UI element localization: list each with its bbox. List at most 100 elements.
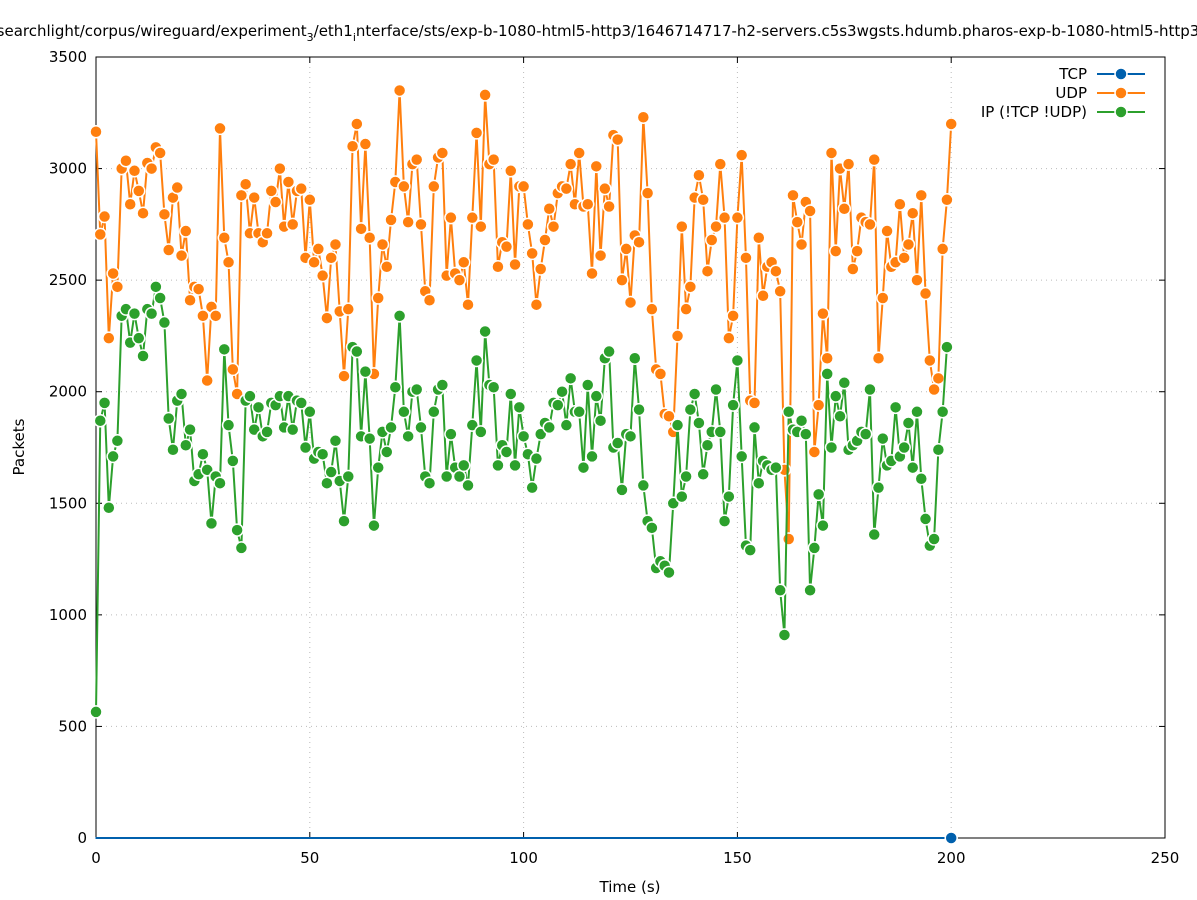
data-point — [726, 398, 740, 412]
data-point — [610, 436, 625, 450]
data-point — [910, 405, 924, 419]
data-point — [345, 139, 360, 154]
data-point — [905, 460, 920, 475]
data-point — [794, 413, 809, 428]
data-point — [380, 260, 394, 274]
chart-title: searchlight/corpus/wireguard/experiment3… — [0, 22, 1197, 44]
data-point — [371, 460, 385, 475]
data-point — [773, 284, 787, 299]
data-point — [615, 273, 629, 287]
data-point — [593, 413, 608, 428]
y-tick-label: 500 — [58, 717, 87, 735]
data-point — [166, 442, 180, 457]
data-point — [285, 422, 300, 437]
data-point — [632, 235, 646, 249]
data-point — [268, 195, 283, 209]
data-point — [628, 351, 642, 365]
data-point — [773, 583, 787, 598]
data-point — [341, 302, 356, 316]
data-point — [935, 242, 950, 256]
data-point — [786, 188, 800, 203]
data-point — [636, 110, 651, 124]
data-point — [559, 418, 574, 432]
data-point — [358, 364, 373, 379]
data-point — [144, 161, 159, 176]
data-point — [320, 311, 334, 325]
data-point — [315, 268, 330, 283]
data-point — [362, 431, 377, 446]
data-point — [106, 449, 120, 464]
data-point — [179, 438, 193, 453]
data-point — [123, 197, 137, 212]
data-point — [781, 405, 796, 419]
data-point — [717, 514, 732, 528]
data-point — [149, 280, 163, 294]
data-point — [298, 440, 313, 455]
data-point — [422, 293, 437, 307]
data-point — [675, 219, 689, 234]
data-point — [636, 478, 651, 493]
data-point — [97, 396, 112, 410]
data-point — [516, 429, 531, 444]
data-point — [196, 309, 210, 323]
axis-ticks: 0 500 1000 1500 2000 2500 3000 3500 0 50 100 150 200… — [49, 48, 1180, 867]
data-point — [923, 353, 937, 368]
data-point — [585, 449, 599, 464]
data-point — [888, 400, 903, 415]
data-point — [508, 458, 522, 473]
data-point — [397, 405, 411, 419]
data-point — [901, 237, 916, 252]
data-point — [397, 179, 411, 194]
data-point — [491, 458, 505, 473]
data-point — [358, 137, 373, 151]
data-point — [687, 387, 702, 401]
data-point — [392, 309, 407, 323]
data-point — [683, 402, 698, 417]
data-point — [243, 389, 257, 403]
legend-marker — [1114, 86, 1128, 100]
series-udp — [89, 83, 958, 546]
data-point — [320, 476, 334, 490]
data-point — [828, 244, 843, 258]
data-point — [632, 402, 646, 417]
data-point — [867, 152, 881, 167]
data-point — [559, 181, 574, 196]
data-point — [803, 204, 817, 218]
y-tick-label: 2000 — [49, 383, 87, 401]
data-point — [645, 302, 659, 316]
data-point — [816, 518, 830, 533]
data-point — [384, 213, 398, 227]
data-point — [580, 197, 595, 212]
data-point — [914, 188, 929, 203]
data-point — [234, 188, 249, 203]
data-point — [512, 400, 527, 415]
data-point — [294, 396, 308, 410]
data-point — [914, 471, 929, 486]
data-point — [183, 293, 197, 307]
data-point — [486, 380, 501, 395]
data-point — [499, 239, 514, 254]
data-point — [692, 168, 706, 183]
data-point — [226, 362, 240, 377]
data-point — [174, 387, 189, 401]
data-point — [136, 349, 150, 363]
data-point — [161, 411, 176, 426]
data-point — [640, 186, 655, 200]
data-point — [499, 445, 514, 459]
data-point — [790, 215, 805, 229]
data-point — [516, 179, 531, 194]
data-point — [427, 405, 441, 419]
data-point — [555, 384, 569, 399]
data-point — [833, 409, 847, 424]
data-point — [238, 177, 253, 191]
data-point — [589, 159, 604, 174]
y-axis-label: Packets — [10, 418, 28, 475]
data-point — [324, 465, 338, 479]
data-point — [439, 469, 454, 484]
data-point — [602, 344, 616, 359]
data-point — [401, 215, 415, 229]
data-point — [93, 413, 108, 428]
data-point — [380, 445, 394, 459]
data-point — [670, 329, 685, 343]
